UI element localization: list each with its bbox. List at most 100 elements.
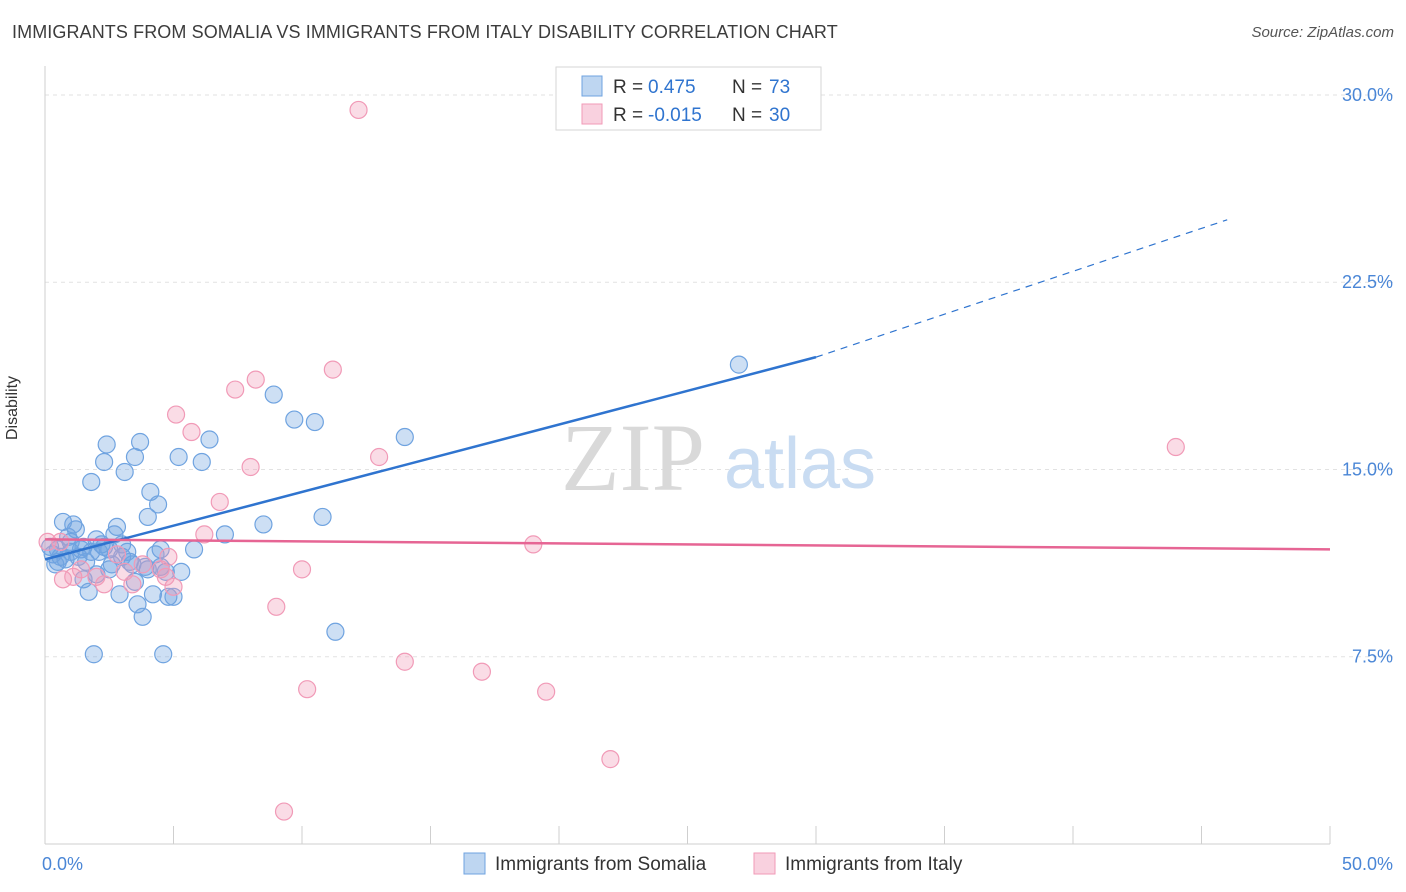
italy-point — [182, 422, 201, 442]
legend-r-label: R = — [613, 105, 643, 126]
watermark-zip: ZIP — [561, 404, 705, 511]
somalia-point — [169, 447, 188, 467]
italy-point — [156, 567, 175, 586]
somalia-point — [264, 385, 283, 404]
somalia-point — [154, 645, 173, 664]
legend-n-label: N = — [732, 105, 762, 126]
somalia-point — [143, 585, 163, 604]
italy-point — [95, 575, 114, 594]
italy-point — [323, 360, 342, 379]
italy-point — [370, 447, 389, 467]
somalia-point — [313, 507, 332, 527]
legend-r-value: 0.475 — [648, 77, 696, 98]
legend-series-label: Immigrants from Italy — [785, 854, 963, 875]
somalia-trend-line — [44, 355, 817, 561]
italy-point — [166, 405, 186, 424]
somalia-point — [729, 355, 749, 374]
legend-series-label: Immigrants from Somalia — [495, 854, 707, 875]
series-legend: Immigrants from Somalia Immigrants from I… — [463, 852, 963, 875]
legend-n-label: N = — [732, 77, 762, 98]
somalia-point — [200, 430, 219, 449]
series-somalia-points — [41, 355, 749, 664]
somalia-point — [97, 435, 116, 454]
italy-point — [210, 492, 229, 512]
italy-point — [226, 380, 245, 399]
somalia-point — [184, 540, 204, 559]
axes: 0.0% 50.0% — [42, 66, 1393, 874]
italy-point — [195, 525, 214, 544]
italy-point — [64, 567, 83, 586]
italy-point — [274, 802, 294, 821]
somalia-point — [305, 412, 324, 432]
somalia-point — [254, 515, 273, 534]
somalia-point — [138, 560, 157, 579]
italy-point — [38, 532, 57, 551]
somalia-point — [192, 452, 211, 472]
source-label: Source: ZipAtlas.com — [1251, 24, 1394, 41]
chart-title: IMMIGRANTS FROM SOMALIA VS IMMIGRANTS FR… — [12, 22, 838, 42]
somalia-point — [95, 452, 114, 472]
y-tick-label: 30.0% — [1342, 85, 1393, 105]
italy-point — [164, 577, 183, 596]
italy-point — [395, 652, 414, 671]
somalia-point — [107, 517, 127, 537]
italy-point — [349, 100, 368, 120]
somalia-point — [64, 515, 83, 534]
italy-point — [267, 597, 286, 616]
x-tick-label: 50.0% — [1342, 854, 1393, 874]
legend-swatch — [581, 103, 603, 125]
watermark-atlas: atlas — [724, 424, 876, 504]
italy-point — [241, 457, 260, 477]
somalia-point — [130, 432, 150, 452]
somalia-point — [285, 410, 304, 429]
y-tick-label: 22.5% — [1342, 272, 1393, 292]
legend-r-label: R = — [613, 77, 643, 98]
somalia-point — [133, 607, 152, 626]
italy-point — [71, 560, 91, 579]
italy-point — [246, 370, 265, 389]
somalia-point — [110, 585, 129, 604]
legend-r-value: -0.015 — [648, 105, 702, 126]
somalia-point — [148, 495, 168, 514]
somalia-point — [115, 462, 134, 482]
italy-point — [51, 532, 70, 551]
watermark: ZIP atlas — [561, 404, 876, 511]
italy-point — [133, 555, 152, 574]
y-tick-label: 15.0% — [1342, 459, 1393, 479]
legend-series-swatch — [463, 852, 486, 875]
somalia-point — [395, 427, 414, 447]
y-tick-label: 7.5% — [1352, 647, 1393, 667]
italy-point — [537, 682, 556, 701]
somalia-point — [138, 507, 157, 527]
somalia-point — [82, 472, 101, 492]
italy-point — [298, 680, 317, 699]
somalia-point — [326, 622, 345, 641]
somalia-point — [215, 525, 234, 544]
series-italy-points — [38, 100, 1185, 821]
legend-n-value: 30 — [769, 105, 790, 126]
legend-n-value: 73 — [769, 77, 790, 98]
italy-point — [107, 545, 127, 564]
x-tick-label: 0.0% — [42, 854, 83, 874]
somalia-point — [136, 557, 155, 576]
italy-trend-line — [44, 538, 1331, 551]
italy-point — [292, 560, 312, 579]
stats-legend: R = 0.475 N = 73 R = -0.015 N = 30 — [555, 66, 822, 131]
italy-point — [123, 575, 142, 594]
italy-point — [87, 567, 106, 586]
gridlines: 7.5% 15.0% 22.5% 30.0% — [45, 85, 1395, 667]
somalia-point — [84, 645, 103, 664]
italy-point — [601, 750, 620, 769]
somalia-point — [172, 562, 191, 581]
italy-point — [1166, 437, 1185, 457]
somalia-point — [159, 587, 178, 606]
italy-point — [472, 662, 491, 681]
legend-swatch — [581, 75, 603, 97]
somalia-point — [79, 582, 98, 601]
trend-lines — [44, 219, 1331, 561]
italy-point — [159, 547, 178, 566]
legend-frame — [555, 66, 822, 131]
legend-series-swatch — [753, 852, 776, 875]
somalia-trend-extension — [815, 219, 1228, 358]
